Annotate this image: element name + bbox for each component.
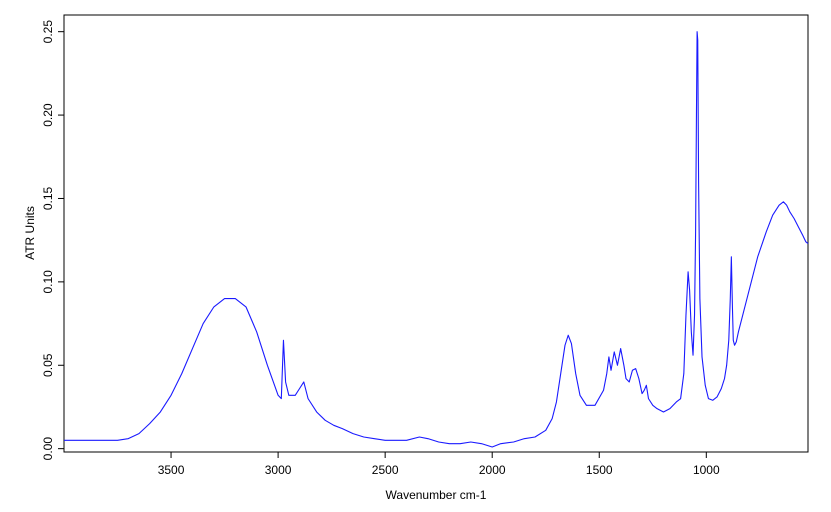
- y-tick-label: 0.10: [41, 270, 55, 294]
- x-tick-label: 1500: [586, 463, 613, 477]
- y-tick-label: 0.25: [41, 20, 55, 44]
- y-axis-title: ATR Units: [23, 206, 37, 260]
- spectrum-line: [64, 31, 809, 448]
- y-tick-label: 0.05: [41, 353, 55, 377]
- x-tick-label: 1000: [693, 463, 720, 477]
- y-tick-label: 0.00: [41, 437, 55, 461]
- x-tick-label: 2500: [372, 463, 399, 477]
- x-tick-label: 3000: [265, 463, 292, 477]
- plot-frame: [63, 14, 809, 453]
- x-axis: 3500 3000 2500 2000 1500 1000: [158, 452, 720, 477]
- x-tick-label: 2000: [479, 463, 506, 477]
- y-axis: 0.00 0.05 0.10 0.15 0.20 0.25: [41, 20, 64, 461]
- y-tick-label: 0.15: [41, 186, 55, 210]
- x-tick-label: 3500: [158, 463, 185, 477]
- x-axis-title: Wavenumber cm-1: [386, 488, 487, 502]
- y-tick-label: 0.20: [41, 103, 55, 127]
